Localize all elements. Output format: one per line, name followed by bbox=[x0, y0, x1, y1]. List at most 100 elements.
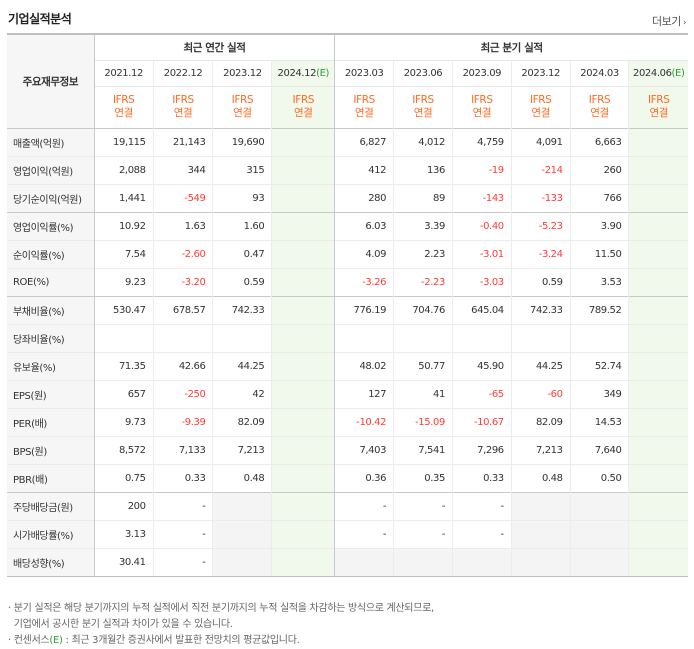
table-cell bbox=[334, 547, 394, 577]
table-row: 순이익률(%) 7.54 -2.60 0.47 4.09 2.23 -3.01 -3.24 11… bbox=[7, 239, 688, 268]
more-link[interactable]: 더보기 › bbox=[652, 13, 687, 29]
table-cell: - bbox=[393, 491, 453, 520]
table-cell: 4,012 bbox=[393, 127, 453, 156]
table-cell: 6,827 bbox=[334, 127, 394, 156]
table-cell bbox=[569, 547, 629, 577]
table-cell: 71.35 bbox=[93, 351, 154, 380]
table-cell: 3.39 bbox=[393, 211, 453, 240]
row-label: BPS(원) bbox=[7, 435, 95, 464]
table-cell bbox=[510, 491, 571, 520]
table-cell: 412 bbox=[334, 155, 394, 184]
table-cell: 3.53 bbox=[569, 267, 629, 296]
note-2: 기업에서 공시한 분기 실적과 차이가 있을 수 있습니다. bbox=[13, 619, 233, 630]
table-cell: 678.57 bbox=[152, 295, 213, 324]
period-header: 2023.06 bbox=[393, 59, 453, 86]
table-cell bbox=[628, 323, 688, 352]
table-cell: 789.52 bbox=[569, 295, 629, 324]
row-label: 당좌비율(%) bbox=[7, 323, 95, 352]
table-cell bbox=[271, 127, 335, 156]
table-cell: 0.47 bbox=[212, 239, 272, 268]
table-cell: 742.33 bbox=[212, 295, 272, 324]
period-header: 2023.03 bbox=[334, 59, 394, 86]
table-cell: 52.74 bbox=[569, 351, 629, 380]
table-cell bbox=[628, 407, 688, 436]
table-cell: 776.19 bbox=[334, 295, 394, 324]
period-header: 2021.12 bbox=[93, 59, 154, 86]
row-label: 부채비율(%) bbox=[7, 295, 95, 324]
table-cell: 8,572 bbox=[93, 435, 154, 464]
table-cell: 1.63 bbox=[152, 211, 213, 240]
table-cell bbox=[271, 155, 335, 184]
table-cell: -65 bbox=[451, 379, 512, 408]
table-cell: 2.23 bbox=[393, 239, 453, 268]
period-header: 2024.12(E) bbox=[271, 59, 335, 86]
table-cell: 0.48 bbox=[212, 463, 272, 492]
table-row: PBR(배) 0.75 0.33 0.48 0.36 0.35 0.33 0.48 0.50 bbox=[7, 463, 688, 492]
table-cell bbox=[212, 491, 272, 520]
table-cell: 48.02 bbox=[334, 351, 394, 380]
table-cell bbox=[271, 351, 335, 380]
table-cell: 7,133 bbox=[152, 435, 213, 464]
table-cell bbox=[510, 519, 571, 548]
table-cell: 19,115 bbox=[93, 127, 154, 156]
table-cell: 4,759 bbox=[451, 127, 512, 156]
table-cell bbox=[271, 267, 335, 296]
table-cell bbox=[393, 547, 453, 577]
table-cell: 0.59 bbox=[510, 267, 571, 296]
table-row: 매출액(억원) 19,115 21,143 19,690 6,827 4,012 4,759… bbox=[7, 127, 688, 156]
table-cell: 89 bbox=[393, 183, 453, 212]
table-cell: 349 bbox=[569, 379, 629, 408]
table-cell: 7.54 bbox=[93, 239, 154, 268]
table-cell bbox=[628, 295, 688, 324]
table-cell: 0.36 bbox=[334, 463, 394, 492]
table-cell: 30.41 bbox=[93, 547, 154, 577]
table-cell bbox=[628, 463, 688, 492]
financial-table: 주요재무정보 최근 연간 실적 최근 분기 실적 2021.12 2022.12 2… bbox=[7, 33, 688, 577]
table-cell: 82.09 bbox=[212, 407, 272, 436]
row-label: 영업이익(억원) bbox=[7, 155, 95, 184]
table-row: 영업이익(억원) 2,088 344 315 412 136 -19 -214 260 bbox=[7, 155, 688, 184]
table-cell bbox=[628, 519, 688, 548]
table-row: BPS(원) 8,572 7,133 7,213 7,403 7,541 7,296 7,21… bbox=[7, 435, 688, 464]
table-cell bbox=[212, 547, 272, 577]
table-cell: 14.53 bbox=[569, 407, 629, 436]
table-cell bbox=[628, 239, 688, 268]
table-cell bbox=[271, 323, 335, 352]
table-cell: 42.66 bbox=[152, 351, 213, 380]
table-cell bbox=[569, 491, 629, 520]
table-cell: - bbox=[152, 491, 213, 520]
table-cell: 7,541 bbox=[393, 435, 453, 464]
row-label: 영업이익률(%) bbox=[7, 211, 95, 240]
table-cell bbox=[271, 435, 335, 464]
table-cell: -549 bbox=[152, 183, 213, 212]
ifrs-label: IFRS 연결 bbox=[212, 85, 272, 128]
table-cell: 0.50 bbox=[569, 463, 629, 492]
table-cell: 260 bbox=[569, 155, 629, 184]
table-cell: -3.26 bbox=[334, 267, 394, 296]
row-label: 유보율(%) bbox=[7, 351, 95, 380]
table-cell: 0.33 bbox=[451, 463, 512, 492]
table-cell: -3.24 bbox=[510, 239, 571, 268]
ifrs-label: IFRS 연결 bbox=[451, 85, 512, 128]
more-label: 더보기 bbox=[652, 15, 681, 28]
table-row: 영업이익률(%) 10.92 1.63 1.60 6.03 3.39 -0.40 -5.23 3… bbox=[7, 211, 688, 240]
note-3: · 컨센서스(E) : 최근 3개월간 증권사에서 발표한 전망치의 평균값입니… bbox=[8, 635, 300, 646]
table-cell bbox=[212, 519, 272, 548]
table-cell: 9.23 bbox=[93, 267, 154, 296]
table-cell bbox=[628, 491, 688, 520]
table-cell: -214 bbox=[510, 155, 571, 184]
table-cell bbox=[271, 211, 335, 240]
note-1: · 분기 실적은 해당 분기까지의 누적 실적에서 직전 분기까지의 누적 실적… bbox=[8, 603, 434, 614]
table-row: 유보율(%) 71.35 42.66 44.25 48.02 50.77 45.90 44.2… bbox=[7, 351, 688, 380]
table-cell: 0.75 bbox=[93, 463, 154, 492]
table-cell bbox=[569, 323, 629, 352]
table-row: 주당배당금(원) 200- - - - bbox=[7, 491, 688, 520]
table-row: 시가배당률(%) 3.13- - - - bbox=[7, 519, 688, 548]
table-cell bbox=[628, 127, 688, 156]
table-cell bbox=[93, 323, 154, 352]
table-cell: -5.23 bbox=[510, 211, 571, 240]
table-cell: 1.60 bbox=[212, 211, 272, 240]
row-label: ROE(%) bbox=[7, 267, 95, 296]
table-row: EPS(원) 657 -250 42 127 41 -65 -60 349 bbox=[7, 379, 688, 408]
table-row: ROE(%) 9.23 -3.20 0.59 -3.26 -2.23 -3.03 0.59 3.… bbox=[7, 267, 688, 296]
